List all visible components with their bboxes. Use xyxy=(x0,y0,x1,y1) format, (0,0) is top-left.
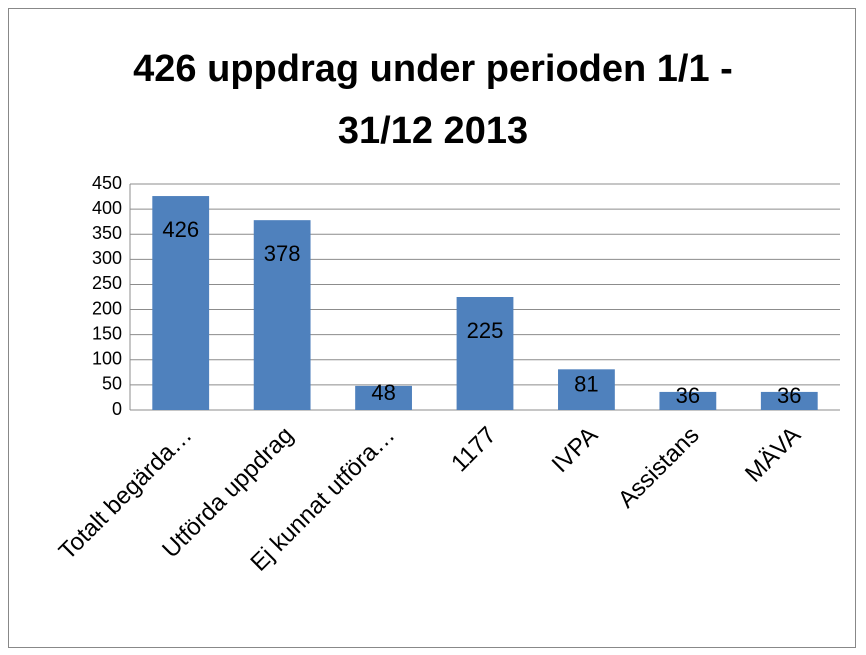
data-label: 81 xyxy=(574,371,598,396)
data-label: 36 xyxy=(777,383,801,408)
x-tick-label: IVPA xyxy=(547,422,604,479)
x-tick-label: MÄVA xyxy=(740,422,806,488)
y-tick-label: 250 xyxy=(92,273,122,293)
y-tick-label: 0 xyxy=(112,399,122,419)
data-label: 48 xyxy=(371,380,395,405)
bar xyxy=(456,297,514,410)
bar xyxy=(760,391,818,410)
bar xyxy=(355,385,412,410)
x-tick-label: Assistans xyxy=(613,422,705,514)
x-tick-label: 1177 xyxy=(446,422,502,478)
data-label: 225 xyxy=(467,318,504,343)
bar xyxy=(558,369,615,410)
data-label: 378 xyxy=(264,241,301,266)
y-tick-label: 400 xyxy=(92,198,122,218)
y-tick-label: 50 xyxy=(102,374,122,394)
chart-title: 426 uppdrag under perioden 1/1 - 31/12 2… xyxy=(133,48,733,152)
data-label: 36 xyxy=(676,383,700,408)
y-tick-label: 100 xyxy=(92,349,122,369)
bar xyxy=(253,220,311,410)
data-label: 426 xyxy=(162,217,199,242)
y-tick-label: 200 xyxy=(92,298,122,318)
bar xyxy=(659,391,717,410)
bar xyxy=(152,196,210,410)
chart-frame xyxy=(8,8,856,648)
y-tick-label: 450 xyxy=(92,173,122,193)
y-tick-label: 300 xyxy=(92,248,122,268)
y-tick-label: 350 xyxy=(92,223,122,243)
y-tick-label: 150 xyxy=(92,323,122,343)
